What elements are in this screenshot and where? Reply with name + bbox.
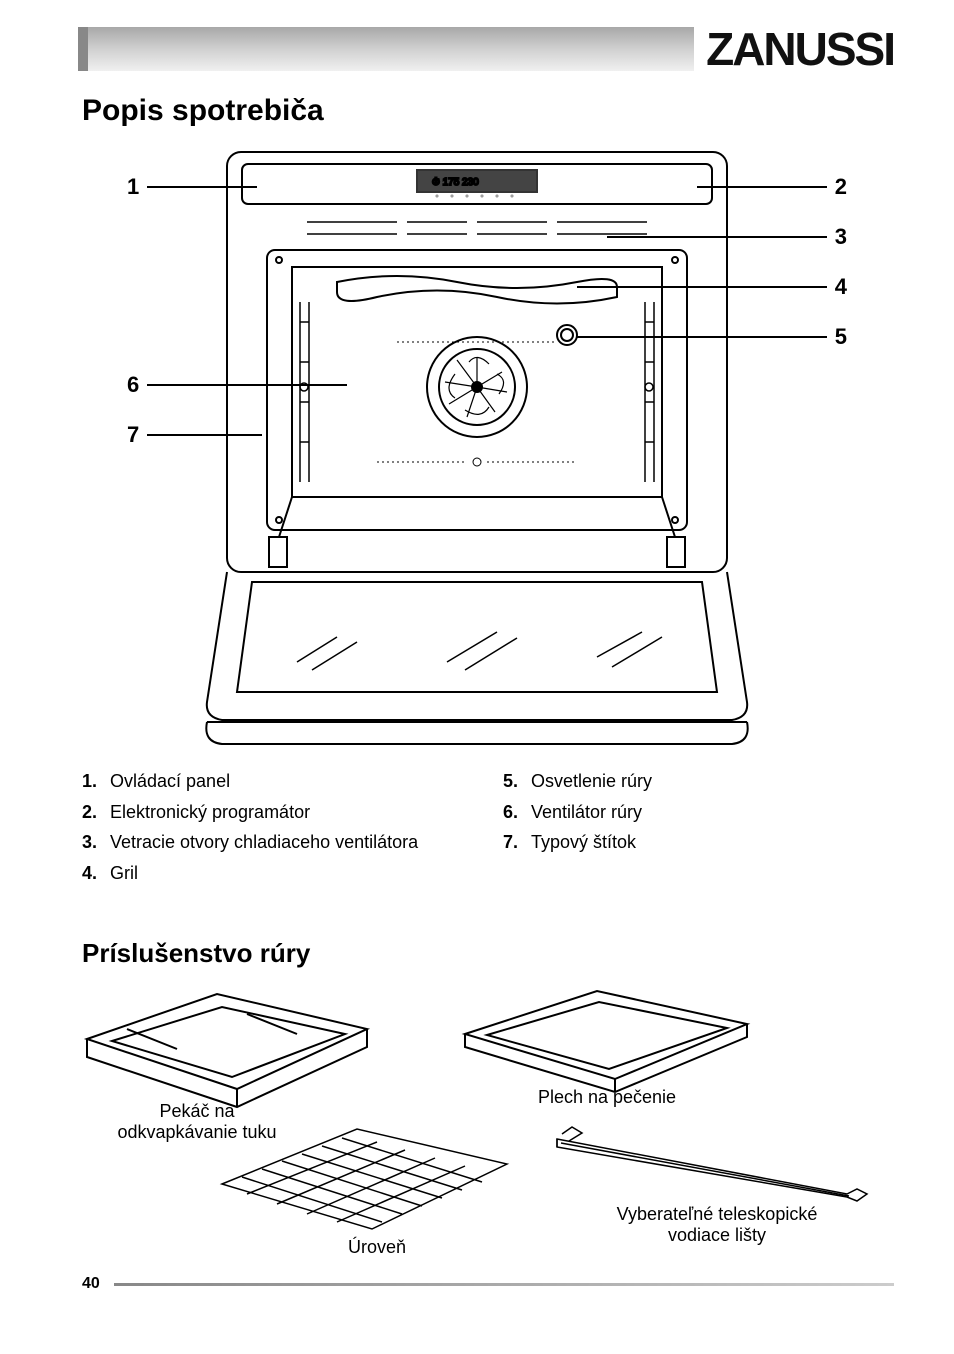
legend-text: Elektronický programátor xyxy=(110,797,310,828)
legend-num: 6. xyxy=(503,797,525,828)
rails-label: Vyberateľné teleskopické vodiace lišty xyxy=(577,1204,857,1246)
legend-text: Typový štítok xyxy=(531,827,636,858)
oven-diagram: 1 6 7 2 3 4 5 ⏱ 175 230 xyxy=(67,142,887,762)
callout-1: 1 xyxy=(127,174,139,200)
page-footer: 40 xyxy=(0,1275,954,1313)
legend-num: 1. xyxy=(82,766,104,797)
footer-line xyxy=(114,1283,894,1286)
legend-text: Gril xyxy=(110,858,138,889)
header-gradient xyxy=(78,27,694,71)
legend-right: 5.Osvetlenie rúry 6.Ventilátor rúry 7.Ty… xyxy=(503,766,884,888)
header-bar: ZANUSSI xyxy=(0,0,954,86)
accessories-title: Príslušenstvo rúry xyxy=(0,888,954,979)
baking-tray-icon xyxy=(447,979,757,1099)
shelf-icon xyxy=(207,1114,517,1244)
shelf-label: Úroveň xyxy=(257,1237,497,1258)
accessories-diagram: Pekáč na odkvapkávanie tuku Plech na peč… xyxy=(67,979,887,1269)
legend-num: 3. xyxy=(82,827,104,858)
legend-left: 1.Ovládací panel 2.Elektronický programá… xyxy=(82,766,463,888)
legend: 1.Ovládací panel 2.Elektronický programá… xyxy=(0,762,954,888)
legend-num: 4. xyxy=(82,858,104,889)
legend-num: 5. xyxy=(503,766,525,797)
baking-tray-label: Plech na pečenie xyxy=(487,1087,727,1108)
callout-7: 7 xyxy=(127,422,139,448)
callout-2: 2 xyxy=(835,174,847,200)
brand-logo: ZANUSSI xyxy=(706,22,894,76)
callout-3: 3 xyxy=(835,224,847,250)
rails-icon xyxy=(547,1119,877,1209)
legend-num: 2. xyxy=(82,797,104,828)
callout-6: 6 xyxy=(127,372,139,398)
legend-text: Osvetlenie rúry xyxy=(531,766,652,797)
main-title: Popis spotrebiča xyxy=(0,86,954,142)
legend-num: 7. xyxy=(503,827,525,858)
page-number: 40 xyxy=(82,1275,100,1293)
callout-5: 5 xyxy=(835,324,847,350)
legend-text: Ventilátor rúry xyxy=(531,797,642,828)
drip-pan-icon xyxy=(67,979,377,1109)
legend-text: Ovládací panel xyxy=(110,766,230,797)
callout-4: 4 xyxy=(835,274,847,300)
svg-text:⏱ 175 230: ⏱ 175 230 xyxy=(432,177,479,188)
oven-illustration: ⏱ 175 230 xyxy=(197,142,757,752)
legend-text: Vetracie otvory chladiaceho ventilátora xyxy=(110,827,418,858)
